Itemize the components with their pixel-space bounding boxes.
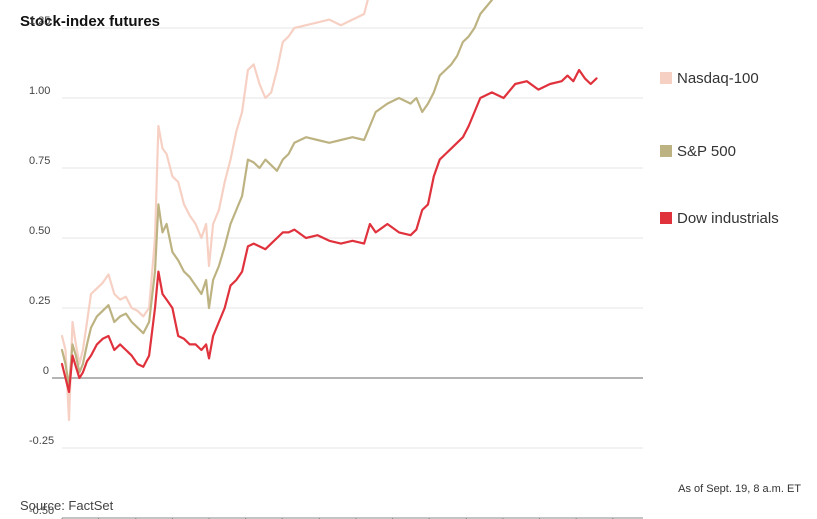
legend-item-dow: Dow industrials xyxy=(660,210,779,227)
series-line-0 xyxy=(60,0,369,422)
series-line-2 xyxy=(60,68,598,394)
legend-item-sp500: S&P 500 xyxy=(660,143,736,160)
y-tick-label: 0.25 xyxy=(29,295,50,307)
y-axis-labels: 2.25%2.001.751.501.251.000.750.500.250-0… xyxy=(29,15,54,517)
legend-swatch xyxy=(660,72,672,85)
chart-title: Stock-index futures xyxy=(20,13,161,30)
legend-label: Nasdaq-100 xyxy=(677,70,759,87)
y-tick-label: -0.50 xyxy=(29,505,54,517)
y-tick-label: 0.50 xyxy=(29,225,50,237)
y-tick-label: -0.25 xyxy=(29,435,54,447)
y-tick-label: 0 xyxy=(43,365,49,377)
timestamp-note: As of Sept. 19, 8 a.m. ET xyxy=(678,483,801,495)
series-line-1 xyxy=(60,0,494,388)
legend-swatch xyxy=(660,212,672,225)
y-tick-label: 1.00 xyxy=(29,85,50,97)
source-note: Source: FactSet xyxy=(20,498,114,513)
gridlines xyxy=(52,27,643,519)
legend-label: S&P 500 xyxy=(677,143,736,160)
series-lines xyxy=(60,0,598,422)
legend-item-nasdaq: Nasdaq-100 xyxy=(660,70,759,87)
legend-label: Dow industrials xyxy=(677,210,779,227)
y-tick-label: 1.25 xyxy=(29,15,50,27)
y-tick-label: 0.75 xyxy=(29,155,50,167)
legend-swatch xyxy=(660,145,672,158)
